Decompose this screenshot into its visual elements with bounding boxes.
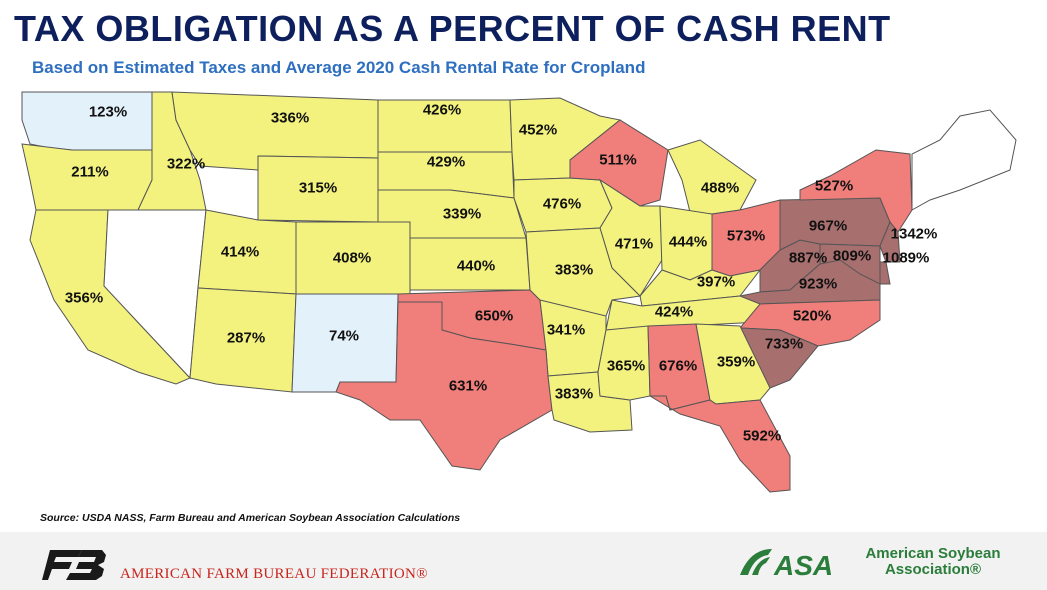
us-map [21, 91, 1017, 493]
state-label-tx: 631% [448, 377, 488, 395]
state-label-nj: 1342% [890, 225, 938, 243]
source-note: Source: USDA NASS, Farm Bureau and Ameri… [40, 512, 461, 524]
state-label-mn: 452% [518, 121, 558, 139]
state-label-mi: 488% [700, 179, 740, 197]
afbf-logo-icon [42, 550, 106, 580]
asa-name-line1: American Soybean [865, 545, 1001, 562]
state-shape-nj [879, 221, 901, 263]
state-label-il: 471% [614, 235, 654, 253]
asa-name: American Soybean Association® [843, 546, 1023, 578]
state-label-wy: 315% [298, 179, 338, 197]
state-label-nc: 520% [792, 307, 832, 325]
state-label-ga: 359% [716, 353, 756, 371]
state-label-mo: 383% [554, 261, 594, 279]
afbf-name: AMERICAN FARM BUREAU FEDERATION® [120, 566, 428, 582]
state-label-wi: 511% [599, 151, 637, 169]
page-title: TAX OBLIGATION AS A PERCENT OF CASH RENT [14, 8, 891, 49]
state-label-or: 211% [71, 163, 109, 181]
asa-name-line2: Association® [884, 561, 982, 578]
state-label-mt: 336% [270, 109, 310, 127]
state-shape-ne_states [911, 109, 1017, 211]
page-subtitle: Based on Estimated Taxes and Average 202… [32, 58, 646, 77]
state-shape-wa [21, 91, 153, 151]
state-shape-az [189, 287, 297, 393]
state-label-ks: 440% [456, 257, 496, 275]
state-label-sd: 429% [426, 153, 466, 171]
state-shape-tx [335, 301, 553, 471]
state-label-va: 923% [798, 275, 838, 293]
state-label-ok: 650% [474, 307, 514, 325]
state-label-ky: 397% [696, 273, 736, 291]
state-label-az: 287% [226, 329, 266, 347]
state-label-ia: 476% [542, 195, 582, 213]
state-label-oh: 573% [726, 227, 766, 245]
state-label-in: 444% [668, 233, 708, 251]
state-label-wv: 887% [788, 249, 828, 267]
state-label-ne: 339% [442, 205, 482, 223]
state-label-sc: 733% [764, 335, 804, 353]
state-label-ny: 527% [814, 177, 854, 195]
state-label-pa: 967% [808, 217, 848, 235]
state-shape-md [819, 243, 881, 285]
state-shape-mi [667, 139, 757, 215]
state-label-co: 408% [332, 249, 372, 267]
state-label-wa: 123% [88, 103, 128, 121]
state-shape-fl [648, 395, 791, 493]
footer-bar [0, 532, 1047, 590]
state-label-la: 383% [554, 385, 594, 403]
state-label-ar: 341% [546, 321, 586, 339]
state-label-al: 676% [658, 357, 698, 375]
state-label-ca: 356% [64, 289, 104, 307]
state-label-ut: 414% [220, 243, 260, 261]
state-shape-wi [569, 119, 669, 207]
state-label-ms: 365% [606, 357, 646, 375]
state-label-de: 1089% [882, 249, 930, 267]
asa-logo-icon: ASA [740, 549, 833, 581]
state-shape-mo [525, 227, 642, 319]
state-label-nm: 74% [328, 327, 360, 345]
state-label-tn: 424% [654, 303, 694, 321]
state-shape-ny [799, 149, 913, 233]
asa-abbr: ASA [773, 550, 833, 581]
state-label-md: 809% [832, 247, 872, 265]
state-label-nd: 426% [422, 101, 462, 119]
state-label-fl: 592% [742, 427, 782, 445]
state-label-id: 322% [166, 155, 206, 173]
